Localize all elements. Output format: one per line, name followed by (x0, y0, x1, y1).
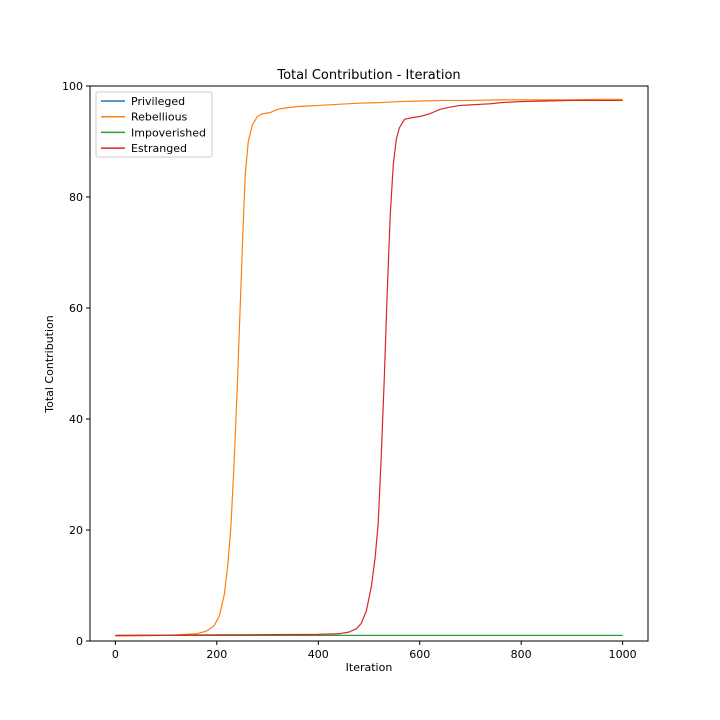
x-tick-label: 400 (308, 648, 329, 661)
y-tick-label: 100 (62, 80, 83, 93)
x-tick-label: 0 (112, 648, 119, 661)
x-tick-label: 800 (511, 648, 532, 661)
y-axis: 0 20 40 60 80 100 (62, 80, 90, 648)
y-tick-label: 80 (69, 191, 83, 204)
y-axis-label: Total Contribution (43, 315, 56, 414)
y-tick-label: 40 (69, 413, 83, 426)
series-line-rebellious (115, 98, 623, 637)
series-line-estranged (115, 99, 623, 637)
legend-label-privileged: Privileged (131, 95, 185, 108)
legend-label-impoverished: Impoverished (131, 126, 206, 139)
chart-title: Total Contribution - Iteration (276, 68, 460, 83)
y-tick-label: 20 (69, 524, 83, 537)
y-tick-label: 60 (69, 302, 83, 315)
x-axis-label: Iteration (346, 661, 393, 674)
x-tick-label: 200 (206, 648, 227, 661)
legend: Privileged Rebellious Impoverished Estrange… (95, 91, 213, 158)
x-tick-label: 600 (409, 648, 430, 661)
x-tick-label: 1000 (609, 648, 637, 661)
series-layer (115, 98, 623, 637)
legend-label-rebellious: Rebellious (131, 111, 188, 124)
y-tick-label: 0 (76, 635, 83, 648)
x-axis: 0 200 400 600 800 1000 (112, 641, 637, 661)
plot-frame (89, 85, 649, 642)
legend-box (95, 91, 213, 158)
legend-label-estranged: Estranged (131, 142, 187, 155)
